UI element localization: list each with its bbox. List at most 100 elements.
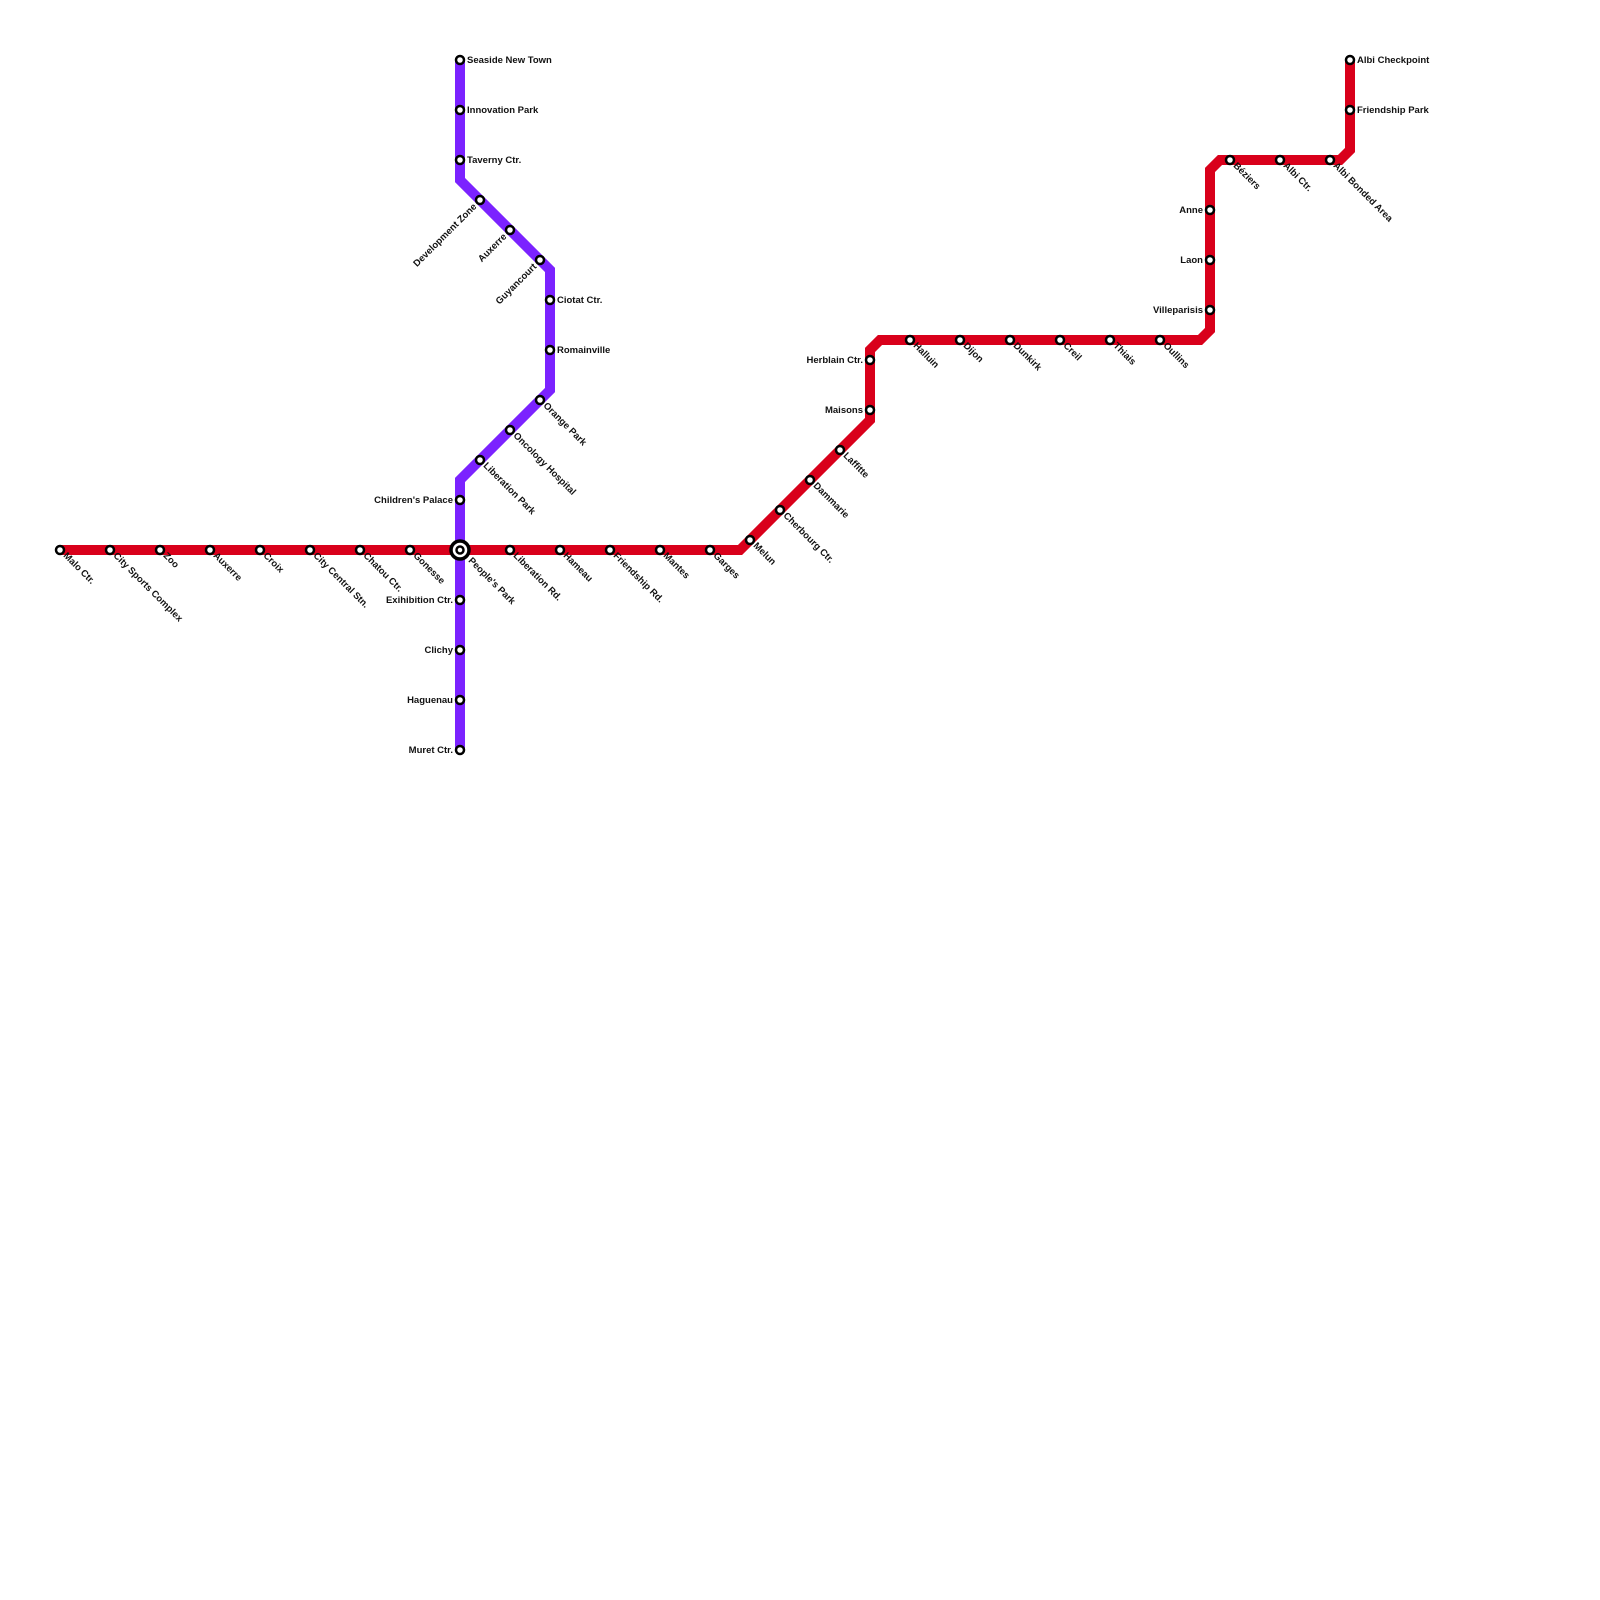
station-marker[interactable] <box>954 334 966 346</box>
station-marker[interactable] <box>654 544 666 556</box>
station-marker[interactable] <box>1344 104 1356 116</box>
station-marker[interactable] <box>1224 154 1236 166</box>
station-label: Herblain Ctr. <box>807 355 864 366</box>
station-label: Laffitte <box>841 450 871 480</box>
station-marker[interactable] <box>454 494 466 506</box>
station-guyancourt[interactable]: Guyancourt <box>494 254 546 307</box>
station-label: City Central Stn. <box>311 550 371 610</box>
station-marker[interactable] <box>454 594 466 606</box>
station-taverny-ctr[interactable]: Taverny Ctr. <box>454 154 521 166</box>
station-seaside-new-town[interactable]: Seaside New Town <box>454 54 552 66</box>
station-marker[interactable] <box>104 544 116 556</box>
station-label: Friendship Park <box>1357 105 1430 116</box>
station-label: Haguenau <box>407 695 453 706</box>
station-melun[interactable]: Melun <box>744 534 778 568</box>
station-innovation-park[interactable]: Innovation Park <box>454 104 539 116</box>
station-cherbourg-ctr[interactable]: Cherbourg Ctr. <box>774 504 836 566</box>
station-label: Albi Ctr. <box>1281 160 1315 194</box>
station-romainville[interactable]: Romainville <box>544 344 610 356</box>
station-marker[interactable] <box>454 54 466 66</box>
station-marker[interactable] <box>1104 334 1116 346</box>
station-marker[interactable] <box>304 544 316 556</box>
station-marker[interactable] <box>1324 154 1336 166</box>
station-marker[interactable] <box>864 404 876 416</box>
station-label: Taverny Ctr. <box>467 155 521 166</box>
station-marker[interactable] <box>504 224 516 236</box>
station-label: Gonesse <box>411 550 447 586</box>
station-marker[interactable] <box>834 444 846 456</box>
station-marker[interactable] <box>1204 204 1216 216</box>
station-orange-park[interactable]: Orange Park <box>534 394 589 449</box>
station-muret-ctr[interactable]: Muret Ctr. <box>409 744 466 756</box>
station-marker[interactable] <box>154 544 166 556</box>
station-marker[interactable] <box>904 334 916 346</box>
station-marker[interactable] <box>454 104 466 116</box>
station-children-s-palace[interactable]: Children's Palace <box>374 494 466 506</box>
station-label: Ciotat Ctr. <box>557 295 602 306</box>
station-label: Chatou Ctr. <box>361 550 405 594</box>
station-label: Friendship Rd. <box>611 550 666 605</box>
station-marker[interactable] <box>744 534 756 546</box>
station-marker[interactable] <box>554 544 566 556</box>
station-marker[interactable] <box>1004 334 1016 346</box>
station-label: Anne <box>1179 205 1203 216</box>
station-marker[interactable] <box>254 544 266 556</box>
station-marker[interactable] <box>704 544 716 556</box>
station-marker[interactable] <box>1154 334 1166 346</box>
station-label: Béziers <box>1231 160 1263 192</box>
station-marker[interactable] <box>1344 54 1356 66</box>
station-villeparisis[interactable]: Villeparisis <box>1153 304 1216 316</box>
station-marker[interactable] <box>864 354 876 366</box>
station-marker[interactable] <box>474 194 486 206</box>
station-exihibition-ctr[interactable]: Exihibition Ctr. <box>386 594 466 606</box>
station-marker[interactable] <box>1054 334 1066 346</box>
station-auxerre[interactable]: Auxerre <box>476 224 516 265</box>
station-albi-checkpoint[interactable]: Albi Checkpoint <box>1344 54 1430 66</box>
station-label: Auxerre <box>211 550 244 583</box>
station-label: Halluin <box>911 340 941 370</box>
station-dammarie[interactable]: Dammarie <box>804 474 851 521</box>
station-oncology-hospital[interactable]: Oncology Hospital <box>504 424 578 498</box>
station-marker[interactable] <box>1204 304 1216 316</box>
station-marker[interactable] <box>474 454 486 466</box>
station-label: Oullins <box>1161 340 1192 371</box>
station-marker[interactable] <box>534 254 546 266</box>
station-marker[interactable] <box>354 544 366 556</box>
station-label: Melun <box>751 540 778 567</box>
station-marker[interactable] <box>454 154 466 166</box>
station-marker[interactable] <box>544 294 556 306</box>
station-ciotat-ctr[interactable]: Ciotat Ctr. <box>544 294 602 306</box>
station-marker[interactable] <box>454 694 466 706</box>
station-label: Liberation Rd. <box>511 550 564 603</box>
station-label: Maisons <box>825 405 863 416</box>
station-marker[interactable] <box>504 544 516 556</box>
station-marker[interactable] <box>454 744 466 756</box>
station-marker[interactable] <box>534 394 546 406</box>
station-marker[interactable] <box>804 474 816 486</box>
station-marker[interactable] <box>54 544 66 556</box>
station-marker[interactable] <box>404 544 416 556</box>
station-marker[interactable] <box>604 544 616 556</box>
station-haguenau[interactable]: Haguenau <box>407 694 466 706</box>
station-anne[interactable]: Anne <box>1179 204 1216 216</box>
station-label: Innovation Park <box>467 105 539 116</box>
station-marker[interactable] <box>454 644 466 656</box>
station-marker[interactable] <box>504 424 516 436</box>
station-laffitte[interactable]: Laffitte <box>834 444 871 481</box>
station-city-central-stn[interactable]: City Central Stn. <box>304 544 371 611</box>
station-development-zone[interactable]: Development Zone <box>411 194 486 269</box>
lines-layer <box>60 60 1355 750</box>
station-maisons[interactable]: Maisons <box>825 404 876 416</box>
station-friendship-park[interactable]: Friendship Park <box>1344 104 1430 116</box>
station-herblain-ctr[interactable]: Herblain Ctr. <box>807 354 876 366</box>
station-laon[interactable]: Laon <box>1180 254 1216 266</box>
station-marker[interactable] <box>204 544 216 556</box>
station-label: Muret Ctr. <box>409 745 453 756</box>
station-marker[interactable] <box>544 344 556 356</box>
station-marker[interactable] <box>1274 154 1286 166</box>
station-clichy[interactable]: Clichy <box>424 644 466 656</box>
station-marker[interactable] <box>774 504 786 516</box>
station-liberation-park[interactable]: Liberation Park <box>474 454 538 518</box>
station-albi-bonded-area[interactable]: Albi Bonded Area <box>1324 154 1395 225</box>
station-marker[interactable] <box>1204 254 1216 266</box>
